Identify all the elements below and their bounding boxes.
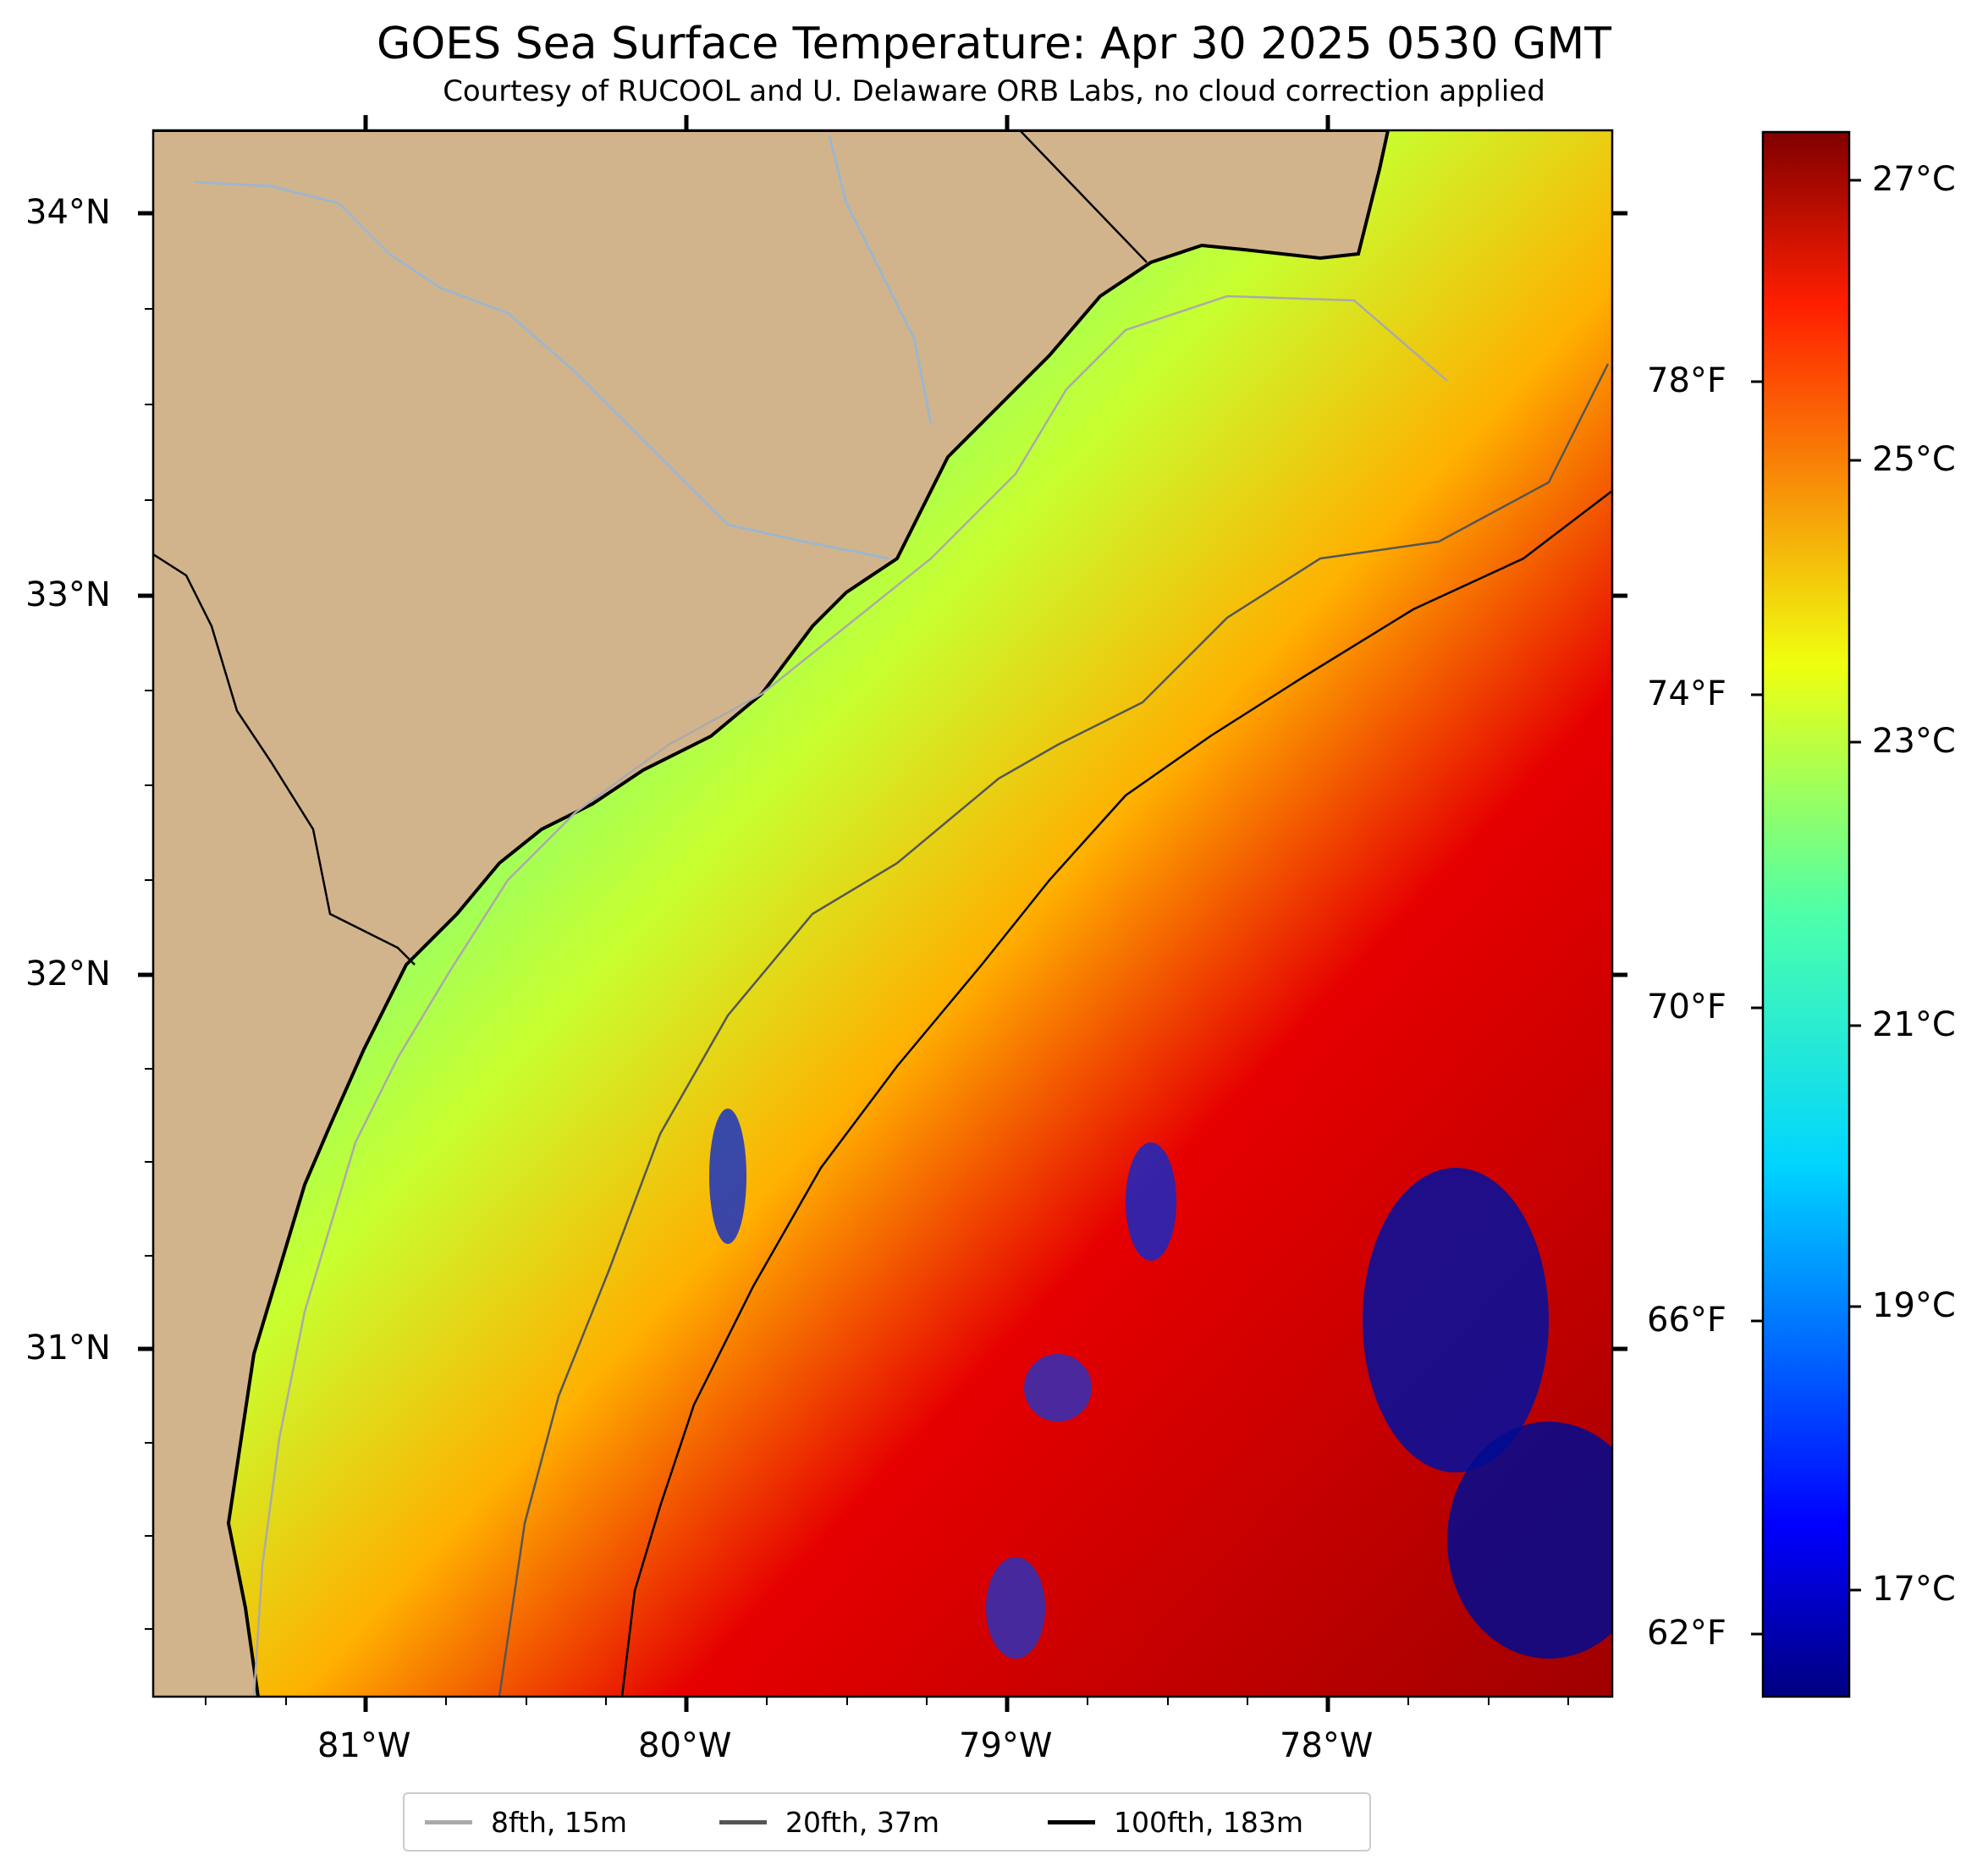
legend-label: 100fth, 183m	[1114, 1805, 1303, 1839]
map-area	[153, 130, 1612, 1697]
map-frame	[151, 129, 1614, 1698]
latitude-label: 31°N	[25, 1329, 111, 1367]
legend-item: 8fth, 15m	[425, 1794, 627, 1850]
longitude-label: 78°W	[1280, 1726, 1374, 1765]
colorbar-celsius-label: 21°C	[1872, 1005, 1956, 1044]
cold-eddy	[1126, 1142, 1176, 1261]
isobath-15m	[252, 294, 1448, 1697]
isobath-legend: 8fth, 15m 20fth, 37m 100fth, 183m	[403, 1792, 1371, 1852]
colorbar-fahrenheit-label: 70°F	[1647, 988, 1726, 1026]
state-boundary	[153, 553, 416, 966]
legend-label: 8fth, 15m	[491, 1805, 628, 1839]
colorbar-celsius-label: 25°C	[1872, 440, 1956, 479]
cold-eddy	[986, 1557, 1045, 1659]
river	[828, 135, 933, 424]
colorbar-celsius-label: 27°C	[1872, 160, 1956, 199]
colorbar-fahrenheit-label: 62°F	[1647, 1614, 1726, 1653]
legend-swatch	[719, 1819, 767, 1824]
colorbar-celsius-label: 17°C	[1872, 1570, 1956, 1609]
colorbar-fahrenheit-label: 74°F	[1647, 674, 1726, 713]
legend-item: 100fth, 183m	[1048, 1794, 1303, 1850]
colorbar-celsius-label: 23°C	[1872, 722, 1956, 761]
colorbar-fahrenheit-label: 66°F	[1647, 1301, 1726, 1340]
legend-swatch	[425, 1819, 472, 1824]
land-mass	[153, 130, 1388, 1697]
legend-swatch	[1048, 1819, 1095, 1824]
colorbar-ticks	[1751, 179, 1861, 1636]
colorbar-fahrenheit-label: 78°F	[1647, 361, 1726, 400]
latitude-label: 32°N	[25, 955, 111, 993]
chart-subtitle: Courtesy of RUCOOL and U. Delaware ORB L…	[443, 74, 1545, 108]
isobath-37m	[498, 363, 1610, 1697]
isobath-183m	[620, 490, 1612, 1697]
colorbar-celsius-label: 19°C	[1872, 1286, 1956, 1325]
chart-title: GOES Sea Surface Temperature: Apr 30 202…	[377, 19, 1611, 69]
latitude-label: 34°N	[25, 193, 111, 232]
latitude-major-ticks	[138, 211, 1627, 1351]
cold-eddy	[1024, 1354, 1092, 1422]
longitude-label: 80°W	[638, 1726, 732, 1765]
legend-label: 20fth, 37m	[785, 1805, 939, 1839]
colorbar	[1761, 130, 1851, 1698]
cold-eddy	[709, 1109, 746, 1244]
river	[194, 180, 889, 560]
minor-ticks	[145, 308, 1569, 1705]
latitude-label: 33°N	[25, 575, 111, 614]
cold-eddy	[1447, 1422, 1612, 1659]
longitude-label: 79°W	[959, 1726, 1053, 1765]
longitude-major-ticks	[363, 115, 1330, 1712]
longitude-label: 81°W	[317, 1726, 411, 1765]
cold-eddy	[1363, 1168, 1549, 1472]
legend-item: 20fth, 37m	[719, 1794, 939, 1850]
state-boundary	[1019, 130, 1148, 263]
